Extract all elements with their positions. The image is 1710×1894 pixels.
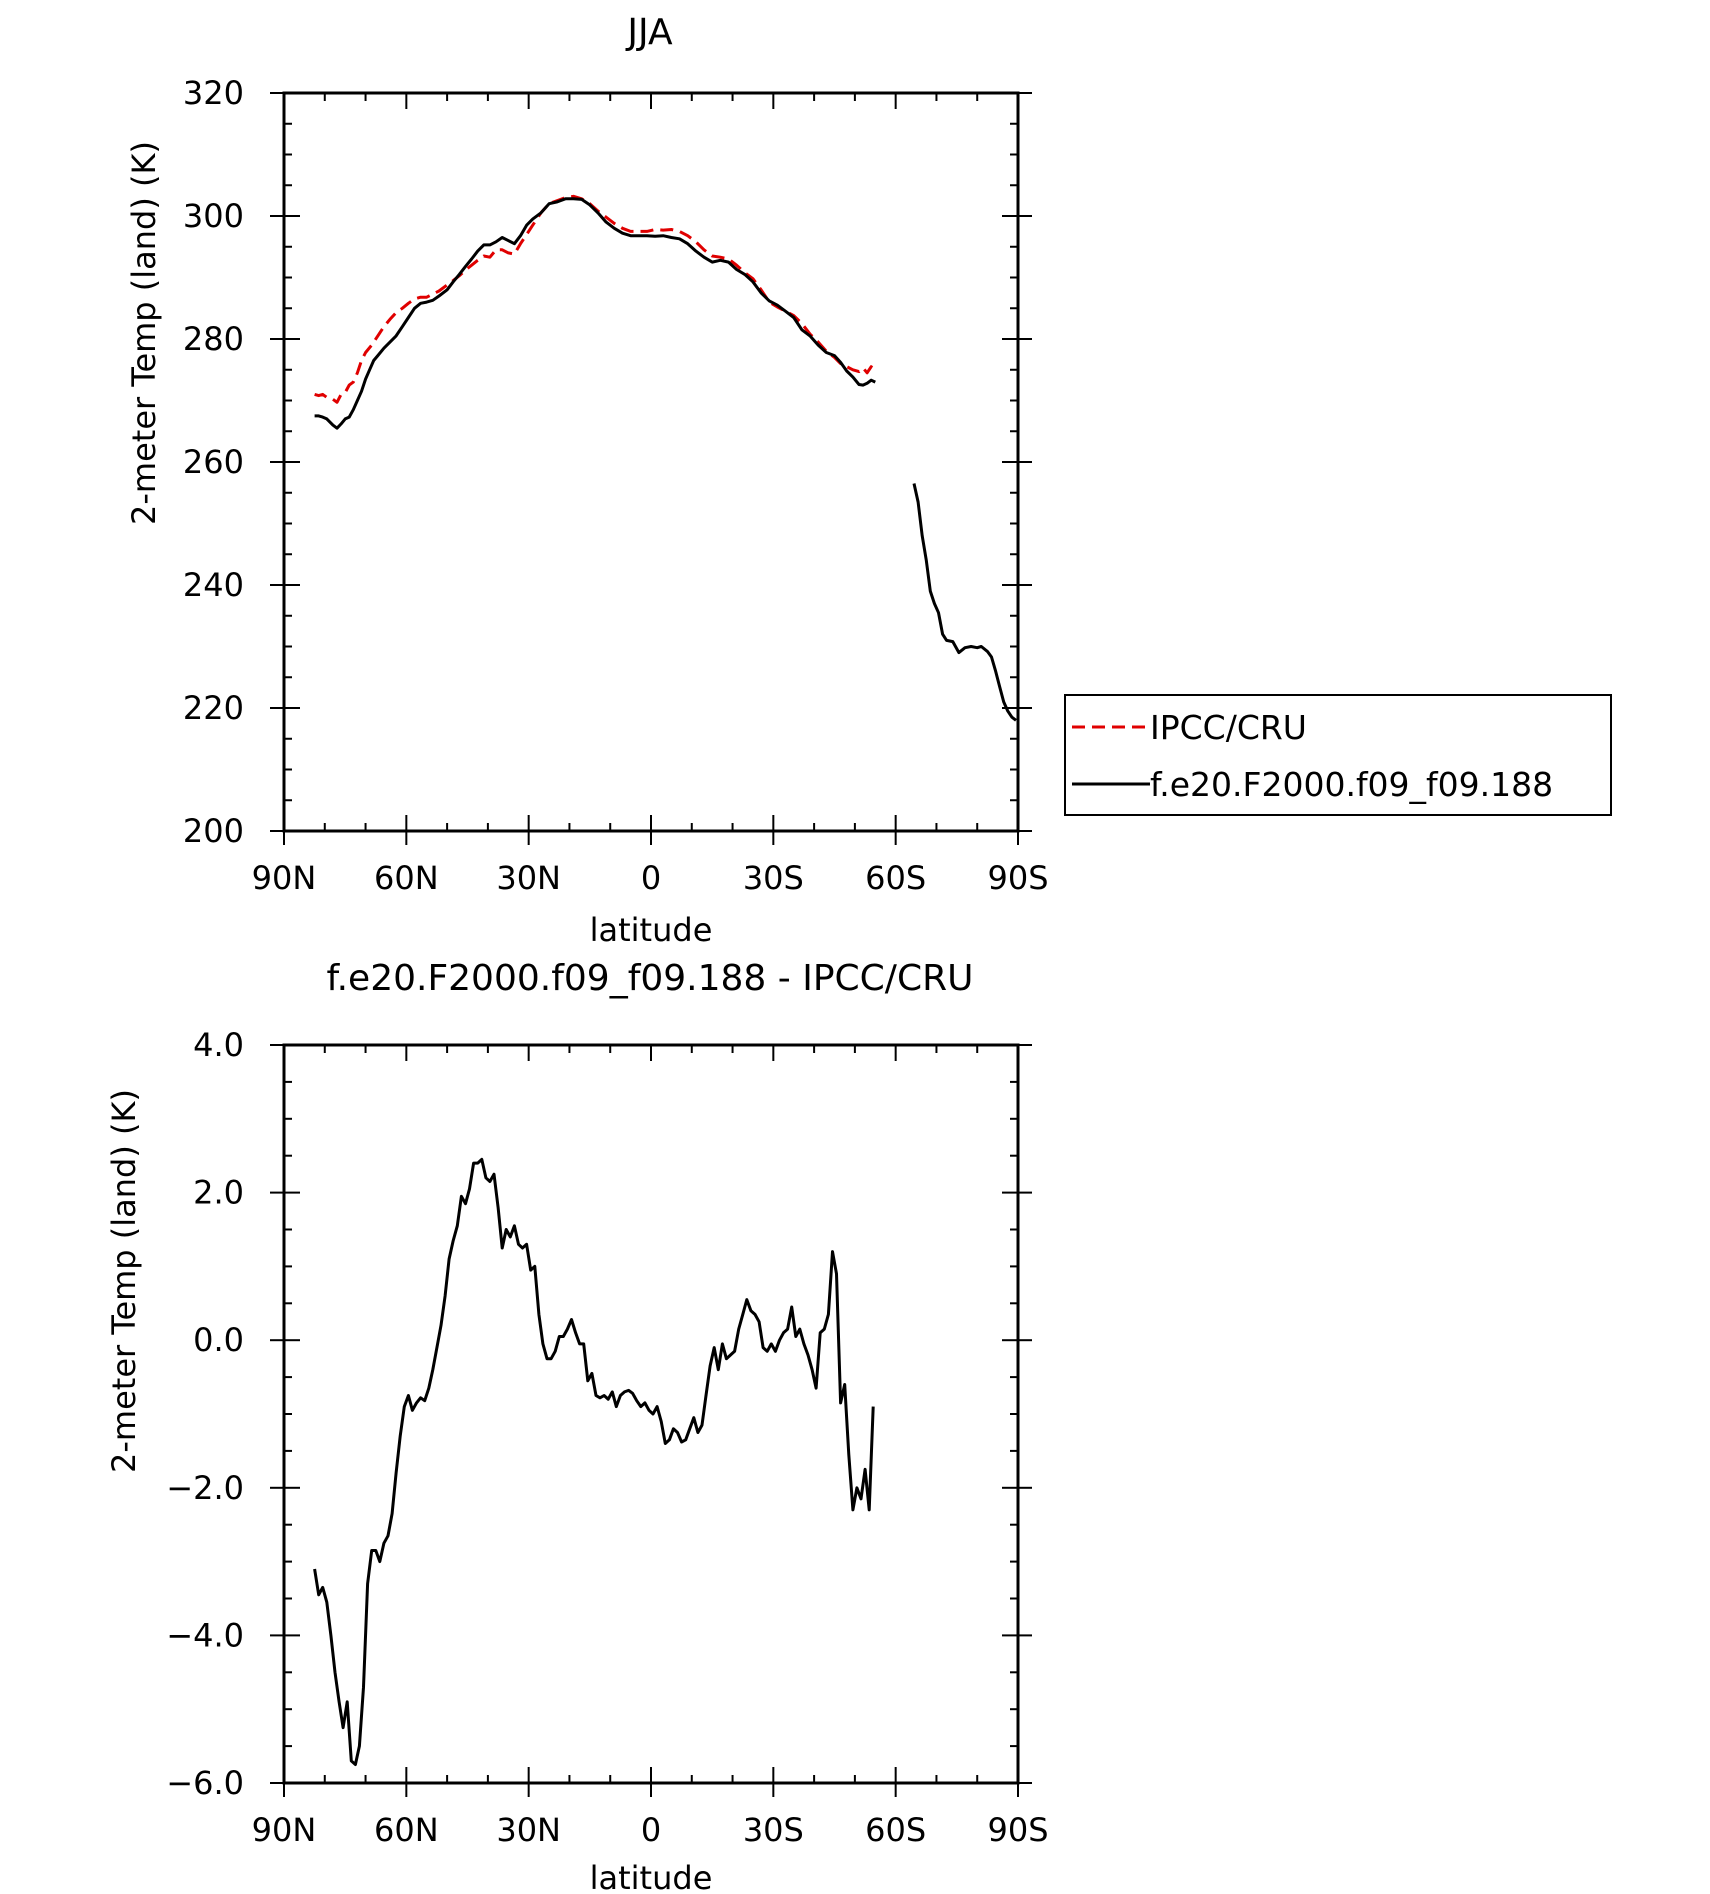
x-tick-label: 60N bbox=[374, 1811, 439, 1849]
legend-box bbox=[1064, 694, 1612, 816]
x-tick-label: 60S bbox=[865, 859, 926, 897]
x-tick-label: 30S bbox=[743, 1811, 804, 1849]
y-tick-label: 0.0 bbox=[193, 1321, 244, 1359]
legend-label-ipcc-cru: IPCC/CRU bbox=[1150, 708, 1307, 747]
x-tick-label: 0 bbox=[641, 859, 661, 897]
chart-title: JJA bbox=[625, 12, 673, 53]
y-tick-label: 2.0 bbox=[193, 1174, 244, 1212]
y-tick-label: 320 bbox=[183, 74, 244, 112]
chart-title: f.e20.F2000.f09_f09.188 - IPCC/CRU bbox=[327, 958, 974, 999]
x-tick-label: 30N bbox=[496, 859, 561, 897]
y-axis-label: 2-meter Temp (land) (K) bbox=[105, 1089, 143, 1473]
x-tick-label: 90N bbox=[252, 1811, 317, 1849]
y-tick-label: −6.0 bbox=[166, 1764, 244, 1802]
x-tick-label: 90N bbox=[252, 859, 317, 897]
x-tick-label: 60N bbox=[374, 859, 439, 897]
plot-area: 90N 60N 30N 0 30S 60S 90S −6.0 −4.0 −2.0 0.0 2.0 4.0 bbox=[166, 1026, 1048, 1849]
x-axis-label: latitude bbox=[590, 911, 713, 949]
temperature-difference-panel: f.e20.F2000.f09_f09.188 - IPCC/CRU latit… bbox=[105, 958, 1049, 1894]
y-tick-label: 4.0 bbox=[193, 1026, 244, 1064]
y-tick-label: 200 bbox=[183, 812, 244, 850]
x-tick-label: 90S bbox=[987, 1811, 1048, 1849]
y-axis-label: 2-meter Temp (land) (K) bbox=[125, 141, 163, 525]
x-tick-label: 30N bbox=[496, 1811, 561, 1849]
y-tick-label: −4.0 bbox=[166, 1616, 244, 1654]
y-tick-label: −2.0 bbox=[166, 1469, 244, 1507]
x-tick-label: 30S bbox=[743, 859, 804, 897]
legend: IPCC/CRU f.e20.F2000.f09_f09.188 bbox=[1064, 694, 1612, 816]
legend-label-model: f.e20.F2000.f09_f09.188 bbox=[1150, 765, 1553, 804]
series-line-0 bbox=[314, 194, 877, 404]
plot-area: 90N 60N 30N 0 30S 60S 90S 200 220 240 260 280 300 320 bbox=[183, 74, 1049, 897]
zonal-mean-temperature-panel: JJA latitude 2-meter Temp (land) (K) 90N… bbox=[125, 12, 1049, 949]
y-tick-label: 300 bbox=[183, 197, 244, 235]
y-tick-label: 240 bbox=[183, 566, 244, 604]
y-tick-label: 220 bbox=[183, 689, 244, 727]
series-line-1 bbox=[912, 483, 1017, 722]
x-tick-label: 90S bbox=[987, 859, 1048, 897]
x-tick-label: 0 bbox=[641, 1811, 661, 1849]
x-axis-label: latitude bbox=[590, 1859, 713, 1894]
plot-frame bbox=[282, 91, 1020, 833]
y-tick-label: 280 bbox=[183, 320, 244, 358]
series-line-0 bbox=[313, 1157, 875, 1766]
y-tick-label: 260 bbox=[183, 443, 244, 481]
series-line-1 bbox=[314, 197, 876, 430]
x-tick-label: 60S bbox=[865, 1811, 926, 1849]
